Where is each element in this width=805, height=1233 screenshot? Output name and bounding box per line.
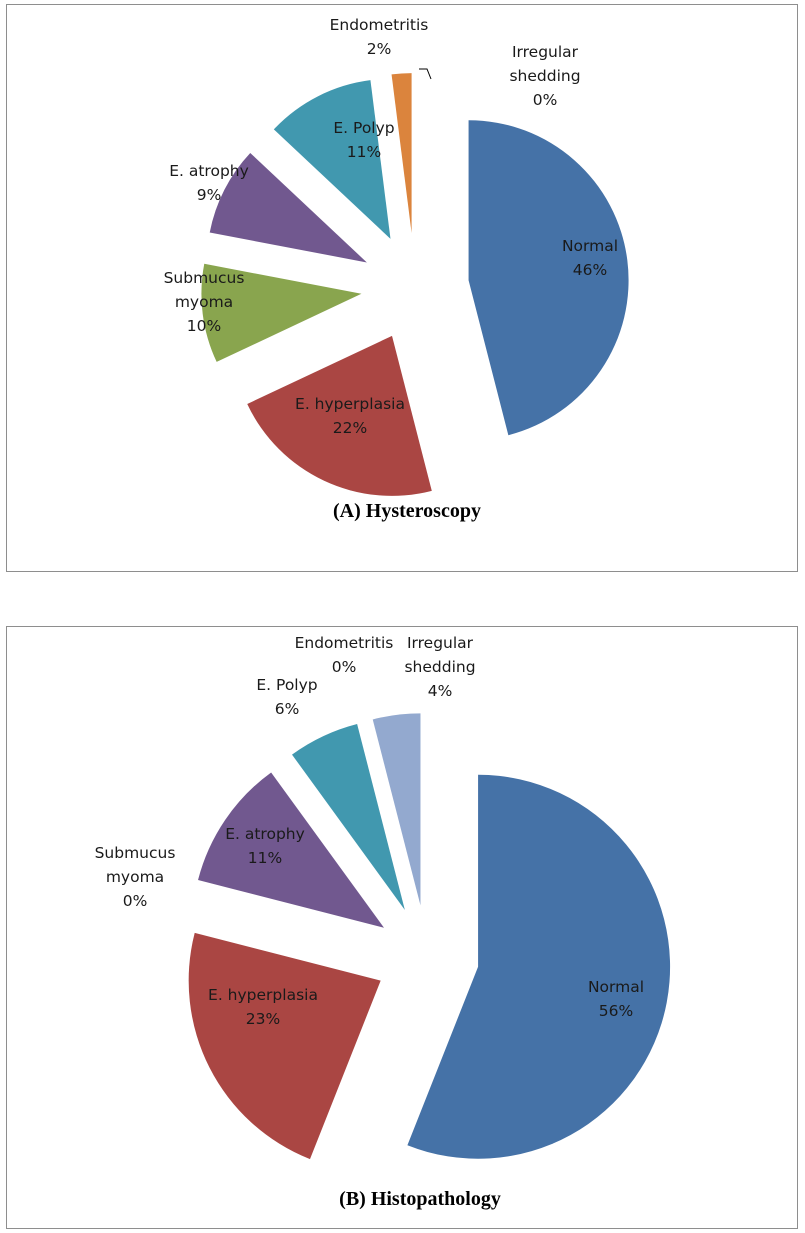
pie-slice-e-hyperplasia bbox=[247, 335, 432, 496]
data-label-irregular-shedding: Irregular shedding 0% bbox=[509, 43, 580, 109]
pie-slice-irregular-shedding bbox=[372, 713, 421, 906]
pie-slice-e-atrophy bbox=[209, 152, 367, 263]
pie-slice-endometritis bbox=[391, 73, 412, 234]
data-label-submucus-myoma: Submucus myoma 0% bbox=[95, 844, 176, 910]
chart-title-b-histopathology: (B) Histopathology bbox=[339, 1188, 501, 1210]
data-label-e-polyp: E. Polyp 11% bbox=[333, 119, 394, 161]
pie-slice-e-polyp bbox=[273, 80, 391, 239]
chart-panel-hysteroscopy: Normal 46% E. hyperplasia 22% Submucus myoma 1… bbox=[6, 4, 798, 572]
data-label-normal: Normal 46% bbox=[562, 237, 618, 279]
pie-slice-e-hyperplasia bbox=[188, 932, 381, 1160]
leader-line-endometritis bbox=[419, 68, 432, 80]
data-label-e-hyperplasia: E. hyperplasia 23% bbox=[208, 986, 318, 1028]
pie-slice-normal bbox=[468, 120, 629, 436]
pie-slice-e-polyp bbox=[292, 723, 405, 910]
pie-slice-e-atrophy bbox=[198, 772, 384, 928]
data-label-endometritis: Endometritis 2% bbox=[330, 16, 429, 58]
pie-chart-histopathology: Normal 56% E. hyperplasia 23% Submucus myoma 0… bbox=[95, 634, 671, 1210]
chart-panel-histopathology: Normal 56% E. hyperplasia 23% Submucus myoma 0… bbox=[6, 626, 798, 1229]
pie-slice-submucus-myoma bbox=[201, 263, 362, 362]
data-label-endometritis: Endometritis 0% bbox=[295, 634, 394, 676]
data-label-e-atrophy: E. atrophy 9% bbox=[169, 162, 249, 204]
data-label-irregular-shedding: Irregular shedding 4% bbox=[404, 634, 475, 700]
pie-chart-hysteroscopy: Normal 46% E. hyperplasia 22% Submucus myoma 1… bbox=[164, 16, 629, 522]
data-label-submucus-myoma: Submucus myoma 10% bbox=[164, 269, 245, 335]
chart-title-a-hysteroscopy: (A) Hysteroscopy bbox=[333, 500, 481, 522]
data-label-e-hyperplasia: E. hyperplasia 22% bbox=[295, 395, 405, 437]
data-label-normal: Normal 56% bbox=[588, 978, 644, 1020]
pie-slice-normal bbox=[407, 774, 671, 1159]
data-label-e-atrophy: E. atrophy 11% bbox=[225, 825, 305, 867]
data-label-e-polyp: E. Polyp 6% bbox=[256, 676, 317, 718]
